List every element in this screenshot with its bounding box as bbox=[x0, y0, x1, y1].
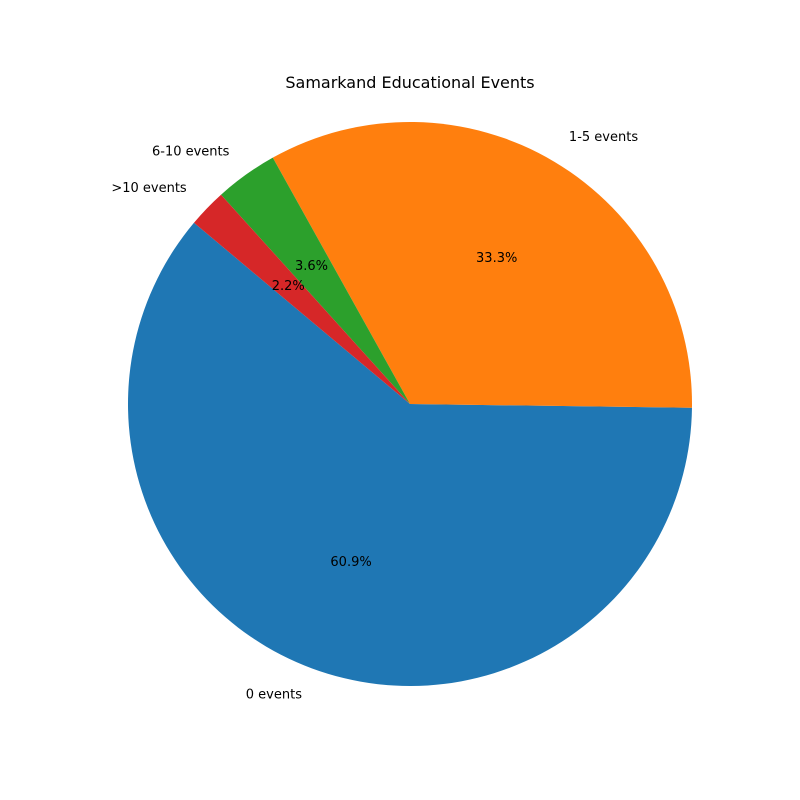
chart-title: Samarkand Educational Events bbox=[285, 73, 534, 92]
slice-percent-label: 2.2% bbox=[272, 279, 305, 294]
slice-percent-label: 33.3% bbox=[476, 251, 517, 266]
slice-category-label: 0 events bbox=[246, 687, 302, 702]
slice-category-label: 1-5 events bbox=[569, 130, 638, 145]
pie-slice-0-events bbox=[127, 222, 692, 686]
pie-slice-6-10-events bbox=[221, 157, 410, 404]
slice-category-label: >10 events bbox=[111, 181, 187, 196]
slice-percent-label: 3.6% bbox=[295, 259, 328, 274]
pie-slices bbox=[127, 121, 692, 686]
pie-slice-10-events bbox=[193, 194, 410, 404]
slice-category-label: 6-10 events bbox=[152, 144, 230, 159]
pie-labels: 0 events 60.9% 1-5 events 33.3% 6-10 events 3… bbox=[111, 130, 638, 702]
slice-percent-label: 60.9% bbox=[330, 555, 371, 570]
pie-slice-1-5-events bbox=[272, 121, 692, 408]
